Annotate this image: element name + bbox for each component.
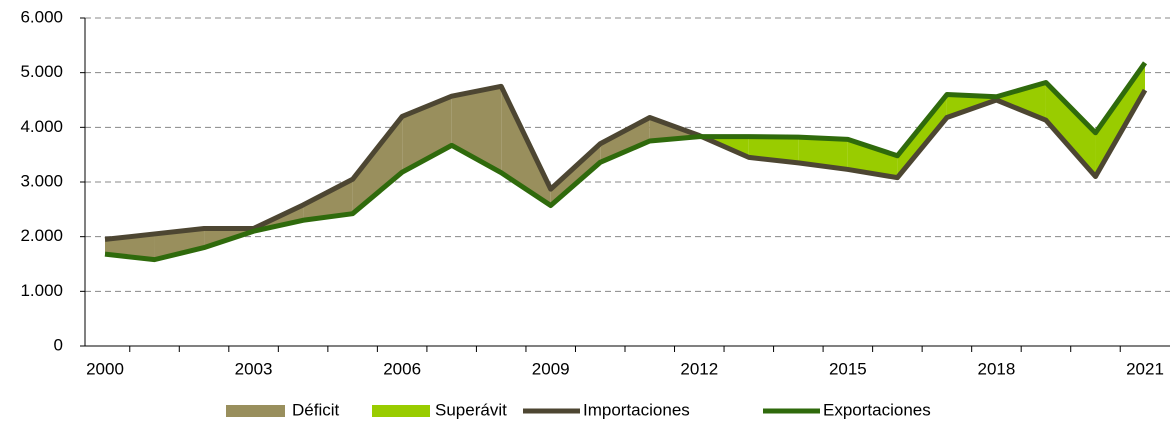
deficit-area [402, 96, 452, 173]
surplus-area [1045, 82, 1096, 177]
legend-label: Superávit [435, 400, 507, 419]
legend-label: Déficit [292, 400, 340, 419]
legend-swatch [372, 405, 430, 417]
deficit-area [154, 228, 205, 260]
y-tick-label: 6.000 [20, 7, 63, 26]
surplus-area [798, 137, 848, 170]
deficit-area [550, 143, 601, 206]
legend-label: Exportaciones [823, 400, 931, 419]
deficit-area [303, 179, 353, 221]
x-tick-label: 2012 [680, 359, 718, 378]
y-tick-label: 1.000 [20, 281, 63, 300]
y-tick-label: 3.000 [20, 171, 63, 190]
legend-label: Importaciones [583, 400, 690, 419]
x-tick-label: 2009 [532, 359, 570, 378]
deficit-area [600, 117, 650, 163]
deficit-area [352, 116, 403, 214]
x-tick-label: 2015 [829, 359, 867, 378]
surplus-area [996, 82, 1046, 121]
y-tick-label: 2.000 [20, 226, 63, 245]
x-tick-label: 2021 [1126, 359, 1164, 378]
series-line [104, 83, 1148, 242]
y-tick-label: 5.000 [20, 62, 63, 81]
series-line [104, 61, 1148, 263]
y-tick-label: 0 [54, 335, 63, 354]
x-tick-label: 2003 [235, 359, 273, 378]
x-tick-label: 2000 [86, 359, 124, 378]
surplus-area [847, 139, 898, 178]
legend-swatch [226, 405, 285, 417]
x-tick-label: 2006 [383, 359, 421, 378]
x-tick-label: 2018 [978, 359, 1016, 378]
y-tick-label: 4.000 [20, 117, 63, 136]
surplus-area [897, 94, 947, 178]
surplus-area [1095, 62, 1145, 177]
